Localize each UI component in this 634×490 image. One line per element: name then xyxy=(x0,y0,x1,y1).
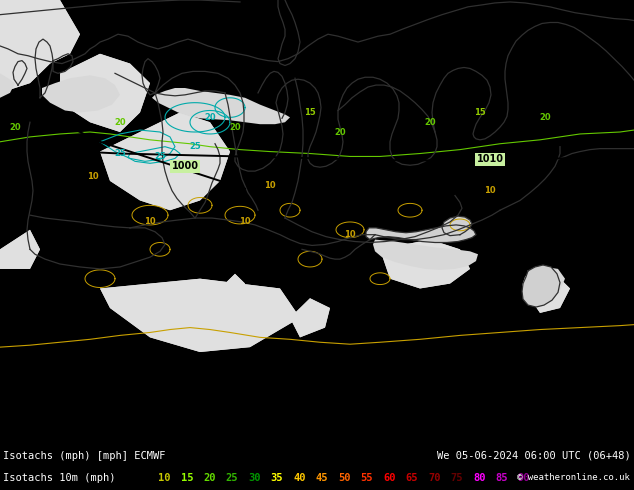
Text: 15: 15 xyxy=(474,108,486,117)
Text: 10: 10 xyxy=(87,172,99,180)
Polygon shape xyxy=(215,274,245,308)
Text: 15: 15 xyxy=(181,473,193,483)
Polygon shape xyxy=(152,88,290,124)
Text: 40: 40 xyxy=(293,473,306,483)
Text: 20: 20 xyxy=(424,118,436,127)
Text: 25: 25 xyxy=(189,142,201,151)
Text: 10: 10 xyxy=(484,186,496,195)
Polygon shape xyxy=(442,216,472,236)
Polygon shape xyxy=(42,75,120,112)
Polygon shape xyxy=(0,0,40,24)
Text: Isotachs (mph) [mph] ECMWF: Isotachs (mph) [mph] ECMWF xyxy=(3,451,165,461)
Polygon shape xyxy=(100,112,230,210)
Polygon shape xyxy=(366,225,476,243)
Text: 80: 80 xyxy=(473,473,486,483)
Polygon shape xyxy=(373,240,478,270)
Polygon shape xyxy=(60,54,150,132)
Polygon shape xyxy=(60,54,150,132)
Text: 70: 70 xyxy=(428,473,441,483)
Text: 25: 25 xyxy=(114,149,126,158)
Polygon shape xyxy=(215,274,245,308)
Polygon shape xyxy=(100,279,300,352)
Text: 10: 10 xyxy=(158,473,171,483)
Text: 10: 10 xyxy=(239,218,251,226)
Polygon shape xyxy=(380,240,470,289)
Text: 10: 10 xyxy=(344,230,356,239)
Polygon shape xyxy=(0,230,40,269)
Text: 90: 90 xyxy=(518,473,531,483)
Text: 1000: 1000 xyxy=(172,161,198,171)
Text: 35: 35 xyxy=(271,473,283,483)
Text: 20: 20 xyxy=(204,113,216,122)
Text: 20: 20 xyxy=(229,122,241,132)
Text: © weatheronline.co.uk: © weatheronline.co.uk xyxy=(517,473,630,483)
Polygon shape xyxy=(0,230,40,269)
Text: 25: 25 xyxy=(154,152,166,161)
Text: 20: 20 xyxy=(539,113,551,122)
Text: 30: 30 xyxy=(248,473,261,483)
Text: Isotachs 10m (mph): Isotachs 10m (mph) xyxy=(3,473,115,483)
Polygon shape xyxy=(290,298,330,337)
Text: 25: 25 xyxy=(226,473,238,483)
Polygon shape xyxy=(522,265,560,307)
Text: 55: 55 xyxy=(361,473,373,483)
Text: 85: 85 xyxy=(496,473,508,483)
Text: 75: 75 xyxy=(451,473,463,483)
Text: 10: 10 xyxy=(264,181,276,190)
Polygon shape xyxy=(100,279,300,352)
Polygon shape xyxy=(100,112,230,210)
Polygon shape xyxy=(0,0,15,151)
Polygon shape xyxy=(522,267,565,300)
Text: 50: 50 xyxy=(338,473,351,483)
Text: 15: 15 xyxy=(304,108,316,117)
Text: 60: 60 xyxy=(383,473,396,483)
Polygon shape xyxy=(0,0,80,93)
Polygon shape xyxy=(0,0,40,24)
Text: 20: 20 xyxy=(334,127,346,137)
Polygon shape xyxy=(530,279,570,313)
Text: 1010: 1010 xyxy=(477,154,503,164)
Text: 10: 10 xyxy=(144,218,156,226)
Text: 20: 20 xyxy=(114,118,126,127)
Text: 65: 65 xyxy=(406,473,418,483)
Polygon shape xyxy=(380,240,470,289)
Text: 20: 20 xyxy=(203,473,216,483)
Polygon shape xyxy=(0,0,80,93)
Text: 45: 45 xyxy=(316,473,328,483)
Text: 20: 20 xyxy=(9,122,21,132)
Polygon shape xyxy=(290,298,330,337)
Text: We 05-06-2024 06:00 UTC (06+48): We 05-06-2024 06:00 UTC (06+48) xyxy=(437,451,631,461)
Polygon shape xyxy=(530,279,570,313)
